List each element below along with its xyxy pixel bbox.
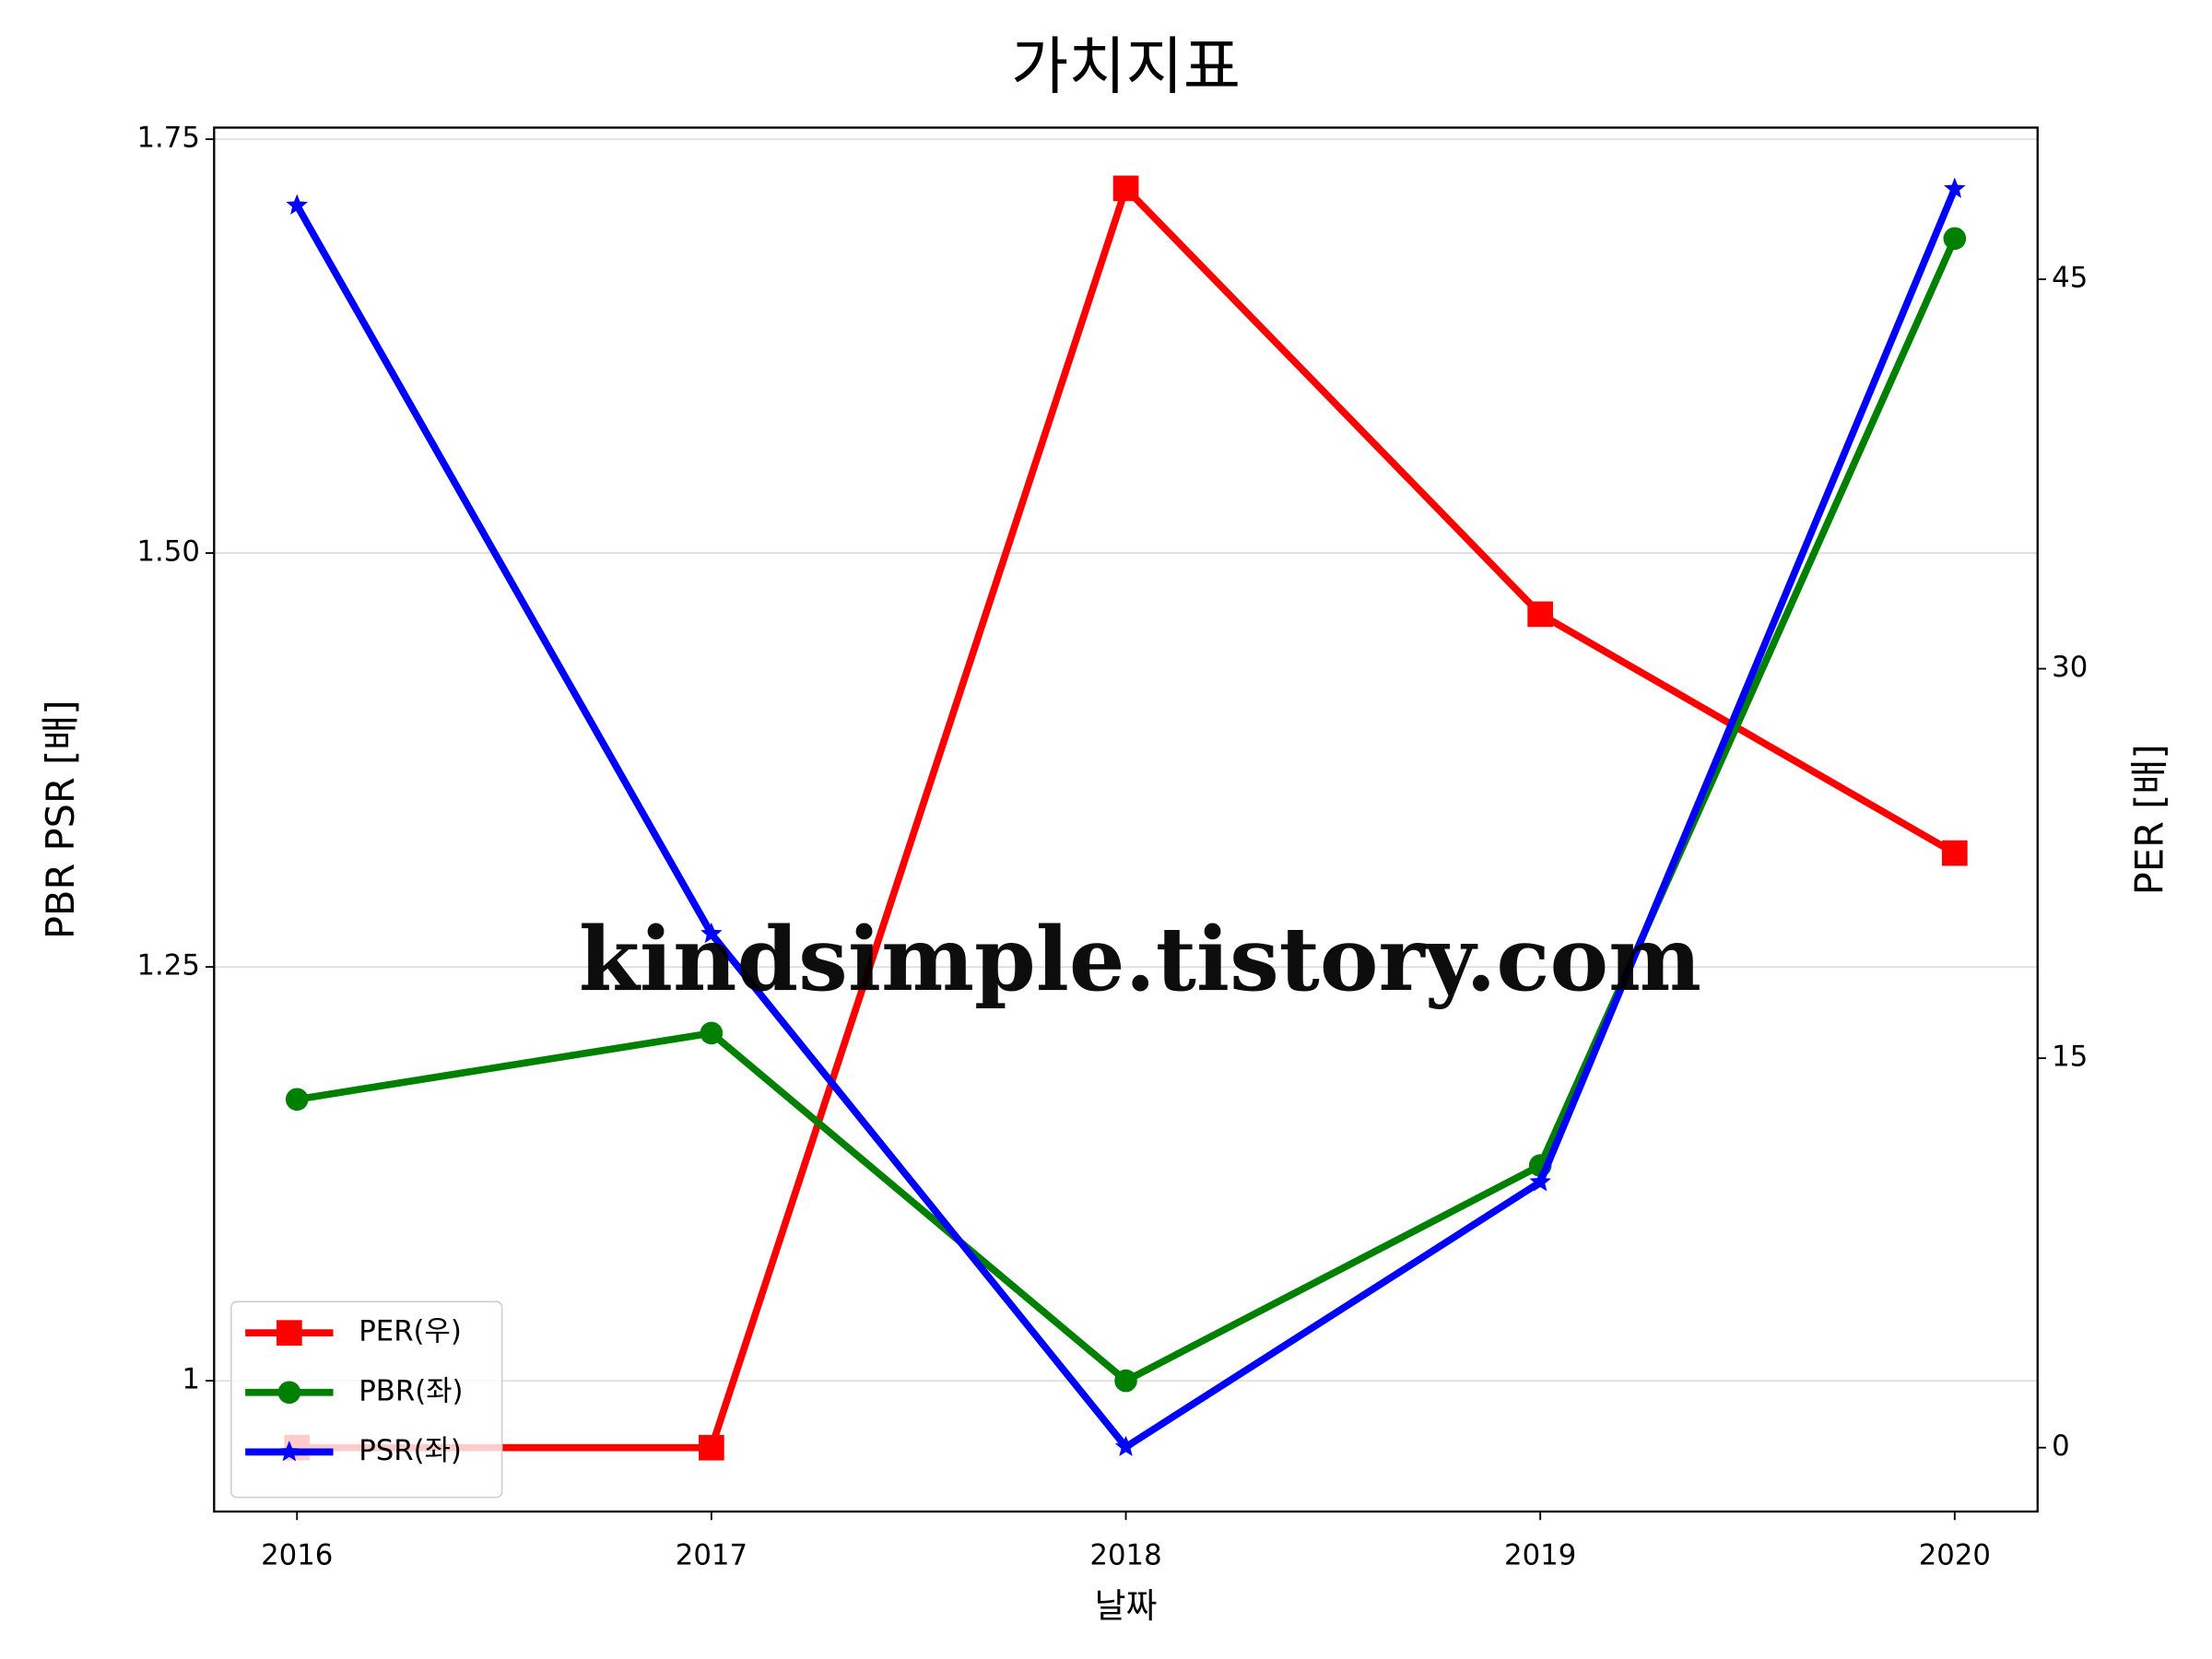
- marker: [699, 1434, 724, 1461]
- marker: [1944, 177, 1966, 198]
- marker: [1941, 840, 1968, 866]
- y2-tick-label: 45: [2052, 261, 2088, 294]
- y2-tick-label: 15: [2052, 1041, 2088, 1074]
- legend-label: PER(우): [359, 1315, 462, 1348]
- marker: [1529, 1171, 1551, 1192]
- marker: [1527, 601, 1554, 628]
- marker: [1112, 175, 1139, 202]
- legend-marker: [277, 1381, 301, 1405]
- legend: PER(우) PBR(좌) PSR(좌): [230, 1300, 503, 1499]
- marker: [700, 922, 723, 944]
- legend-marker: [276, 1320, 302, 1346]
- y2-tick-label: 0: [2052, 1430, 2070, 1463]
- x-tick-label: 2019: [1504, 1539, 1576, 1572]
- watermark: kindsimple.tistory.com: [579, 908, 1701, 1011]
- x-tick-label: 2020: [1919, 1539, 1991, 1572]
- marker: [1114, 1435, 1137, 1456]
- y-tick-label: 1.25: [136, 949, 199, 982]
- y-axis-label: PBR PSR [배]: [38, 700, 83, 939]
- plot-frame: [213, 126, 2039, 1513]
- marker: [1943, 227, 1967, 251]
- legend-label: PSR(좌): [359, 1434, 462, 1467]
- legend-marker: [278, 1441, 300, 1462]
- x-tick-label: 2016: [261, 1539, 333, 1572]
- y2-tick-label: 30: [2052, 651, 2088, 684]
- marker: [285, 1088, 309, 1112]
- marker: [1114, 1369, 1137, 1393]
- y-tick-label: 1: [182, 1363, 200, 1396]
- marker: [286, 194, 308, 215]
- y-tick-label: 1.75: [136, 122, 199, 155]
- y2-axis-label: PER [배]: [2126, 744, 2171, 895]
- x-tick-label: 2018: [1089, 1539, 1161, 1572]
- x-axis-label: 날짜: [1095, 1586, 1158, 1626]
- x-tick-label: 2017: [676, 1539, 747, 1572]
- marker: [700, 1021, 724, 1045]
- legend-label: PBR(좌): [359, 1374, 463, 1407]
- chart-title: 가치지표: [1011, 29, 1241, 102]
- y-tick-label: 1.50: [136, 535, 199, 569]
